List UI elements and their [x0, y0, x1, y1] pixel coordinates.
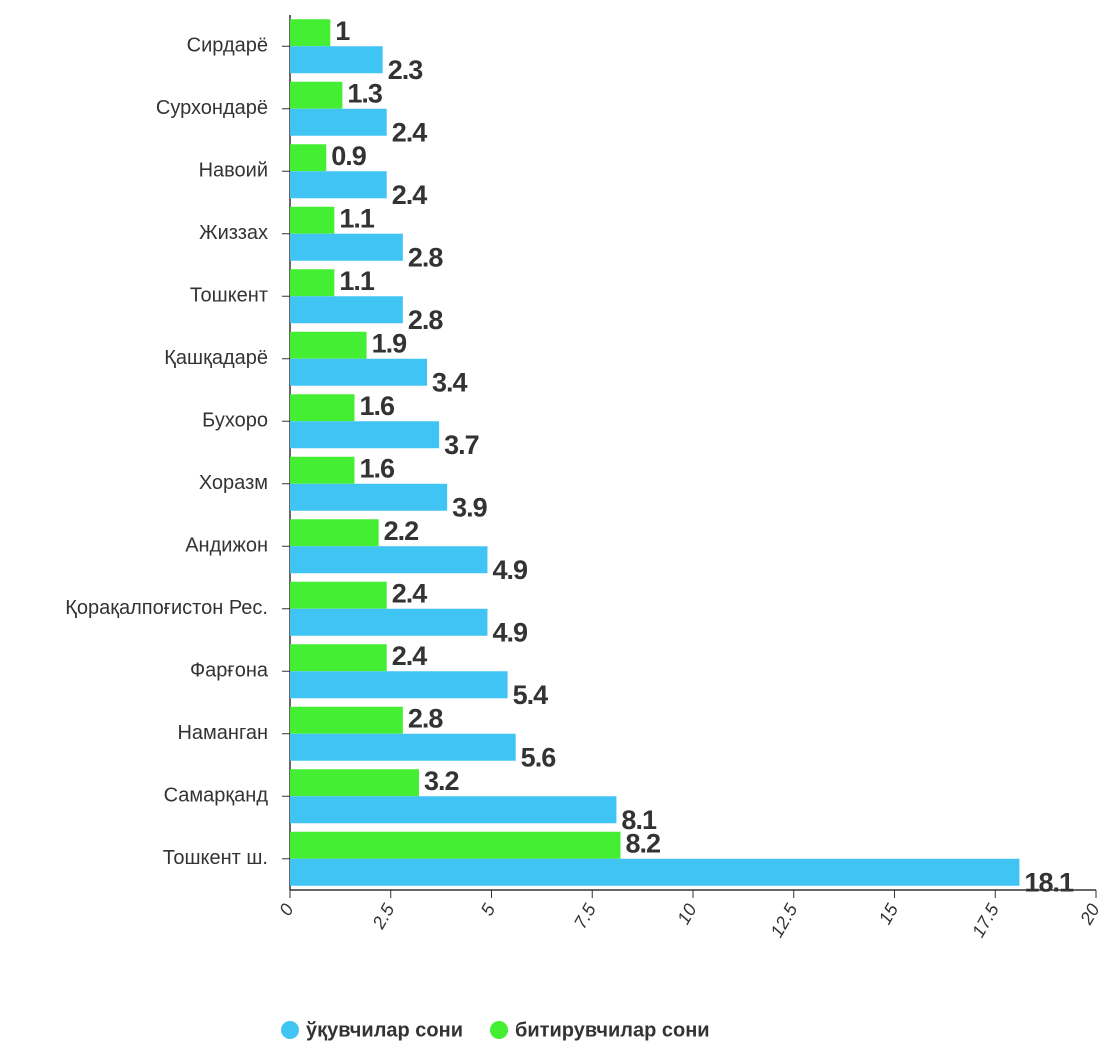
data-label: 2.4 [392, 117, 428, 147]
data-label: 4.9 [492, 617, 528, 647]
bar [290, 108, 387, 136]
bar [290, 831, 621, 859]
y-tick-label: Наманган [177, 722, 268, 744]
bar [290, 546, 488, 574]
data-label: 18.1 [1024, 867, 1074, 897]
legend-label: ўқувчилар сони [306, 1019, 463, 1041]
x-tick-label: 10 [673, 900, 700, 927]
data-label: 5.6 [521, 742, 557, 772]
data-label: 2.8 [408, 305, 444, 335]
data-label: 2.4 [392, 641, 428, 671]
bar [290, 456, 355, 484]
y-tick-label: Тошкент ш. [163, 847, 268, 869]
bar [290, 81, 343, 109]
y-tick-label: Самарқанд [164, 785, 269, 807]
bar [290, 358, 428, 386]
data-label: 1.9 [372, 328, 408, 358]
x-tick-label: 20 [1076, 900, 1098, 928]
bar [290, 644, 387, 672]
data-label: 2.2 [384, 516, 419, 546]
bar [290, 608, 488, 636]
bar [290, 394, 355, 422]
data-label: 1.6 [359, 453, 395, 483]
y-tick-label: Навоий [199, 160, 268, 182]
bar [290, 331, 367, 359]
bar [290, 144, 327, 172]
y-tick-label: Хоразм [199, 472, 268, 494]
y-tick-label: Фарғона [190, 660, 269, 682]
data-label: 3.9 [452, 492, 488, 522]
data-label: 4.9 [492, 555, 528, 585]
y-tick-label: Тошкент [190, 285, 268, 307]
y-tick-label: Бухоро [202, 410, 268, 432]
y-tick-label: Сурхондарё [156, 97, 268, 119]
data-label: 8.1 [621, 805, 657, 835]
legend-marker [490, 1021, 509, 1039]
bar [290, 671, 508, 699]
bar [290, 171, 387, 199]
y-tick-label: Жиззах [199, 222, 268, 244]
y-tick-label: Қашқадарё [164, 347, 268, 369]
x-tick-label: 2.5 [368, 900, 399, 933]
bar [290, 858, 1020, 886]
bar [290, 519, 379, 547]
bar [290, 733, 516, 761]
data-label: 1.1 [339, 266, 375, 296]
data-label: 3.7 [444, 430, 479, 460]
x-tick-label: 15 [875, 900, 903, 928]
data-label: 3.4 [432, 367, 468, 397]
bar [290, 296, 403, 324]
x-tick-label: 7.5 [570, 900, 600, 933]
data-label: 2.4 [392, 578, 428, 608]
data-label: 3.2 [424, 766, 459, 796]
bar [290, 19, 331, 47]
bar [290, 581, 387, 609]
data-label: 5.4 [513, 680, 549, 710]
x-tick-label: 0 [275, 900, 297, 919]
legend-label: битирувчилар сони [515, 1019, 710, 1041]
data-label: 2.4 [392, 180, 428, 210]
x-tick-label: 12.5 [766, 900, 801, 941]
bar [290, 421, 440, 449]
bar [290, 233, 403, 261]
data-label: 0.9 [331, 141, 367, 171]
data-label: 8.2 [625, 828, 660, 858]
x-tick-label: 5 [477, 900, 500, 920]
y-tick-label: Сирдарё [187, 35, 268, 57]
bar [290, 483, 448, 511]
data-label: 2.8 [408, 242, 444, 272]
data-label: 1.6 [359, 391, 395, 421]
bar [290, 796, 617, 824]
y-tick-label: Андижон [185, 535, 268, 557]
bar [290, 769, 419, 797]
bar [290, 206, 335, 234]
data-label: 1 [335, 16, 350, 46]
data-label: 1.3 [347, 78, 383, 108]
data-label: 1.1 [339, 203, 375, 233]
data-label: 2.8 [408, 703, 444, 733]
legend-marker [281, 1021, 299, 1039]
bar [290, 706, 403, 734]
x-tick-label: 17.5 [968, 900, 1003, 941]
y-tick-label: Қорақалпоғистон Рес. [65, 597, 268, 619]
bar [290, 46, 383, 74]
data-label: 2.3 [388, 55, 424, 85]
bar [290, 269, 335, 297]
